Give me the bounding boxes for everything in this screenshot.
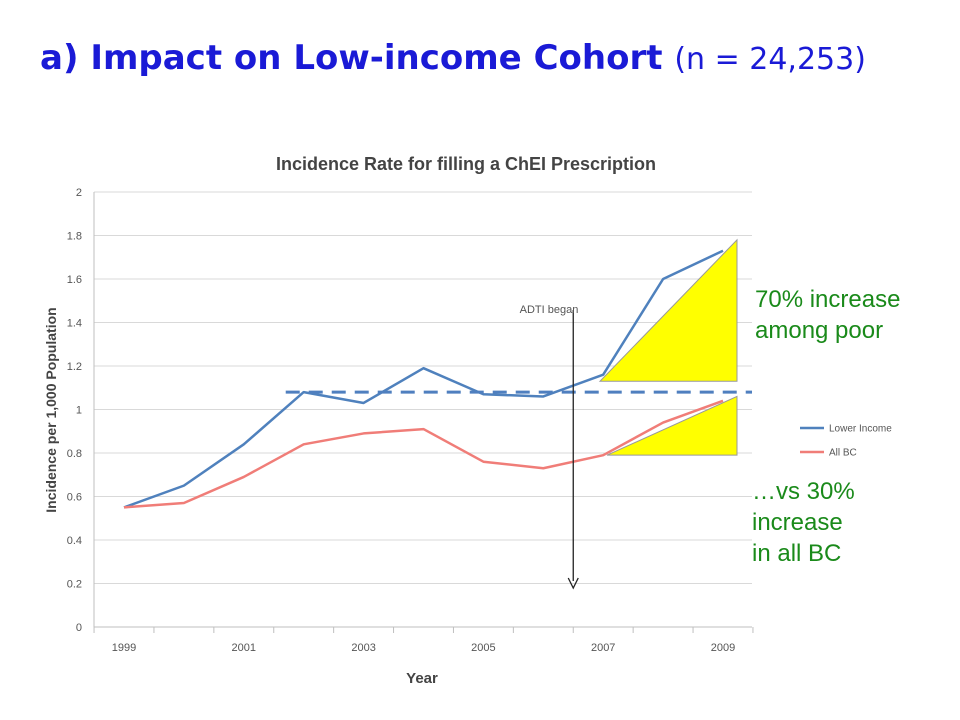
event-label: ADTI began (520, 304, 579, 316)
annotation-line: …vs 30% (752, 478, 855, 505)
y-tick-label: 0.8 (67, 448, 82, 460)
y-tick-label: 0.6 (67, 492, 82, 504)
y-tick-label: 1.4 (67, 318, 82, 330)
slide-title-main: a) Impact on Low-income Cohort (40, 38, 663, 78)
x-tick-label: 2003 (351, 642, 375, 654)
all-bc-increase-triangle (606, 395, 738, 456)
y-tick-label: 1.8 (67, 231, 82, 243)
y-tick-label: 2 (76, 187, 82, 199)
y-tick-label: 0 (76, 622, 82, 634)
y-tick-label: 1.2 (67, 361, 82, 373)
y-tick-label: 0.4 (67, 535, 82, 547)
x-tick-label: 2001 (232, 642, 256, 654)
y-tick-label: 0.2 (67, 579, 82, 591)
x-tick-label: 2005 (471, 642, 495, 654)
y-tick-label: 1.6 (67, 274, 82, 286)
series-lower-income-line (123, 249, 724, 509)
x-tick-label: 1999 (112, 642, 136, 654)
annotation-line: increase (752, 509, 843, 536)
low-income-increase-triangle (598, 238, 738, 382)
slide-title: a) Impact on Low-income Cohort (n = 24,2… (40, 38, 866, 78)
annotation-all-bc-increase: …vs 30% increase in all BC (752, 476, 855, 569)
x-tick-label: 2009 (711, 642, 735, 654)
annotation-line: 70% increase (755, 286, 901, 313)
y-axis-label: Incidence per 1,000 Population (43, 307, 59, 512)
annotation-line: among poor (755, 317, 884, 344)
annotation-low-income-increase: 70% increase among poor (755, 284, 900, 346)
y-tick-label: 1 (76, 405, 82, 417)
x-tick-label: 2007 (591, 642, 615, 654)
event-arrow-head (567, 577, 579, 590)
slide-title-sample-size: (n = 24,253) (674, 42, 866, 77)
chart-title: Incidence Rate for filling a ChEI Prescr… (276, 154, 656, 174)
legend-entry-lower-income: Lower Income (829, 424, 892, 435)
series-all-bc-line (123, 399, 724, 509)
x-axis-label: Year (406, 670, 438, 687)
legend-entry-all-bc: All BC (829, 448, 857, 459)
legend: Lower Income All BC (800, 424, 892, 459)
annotation-line: in all BC (752, 540, 842, 567)
